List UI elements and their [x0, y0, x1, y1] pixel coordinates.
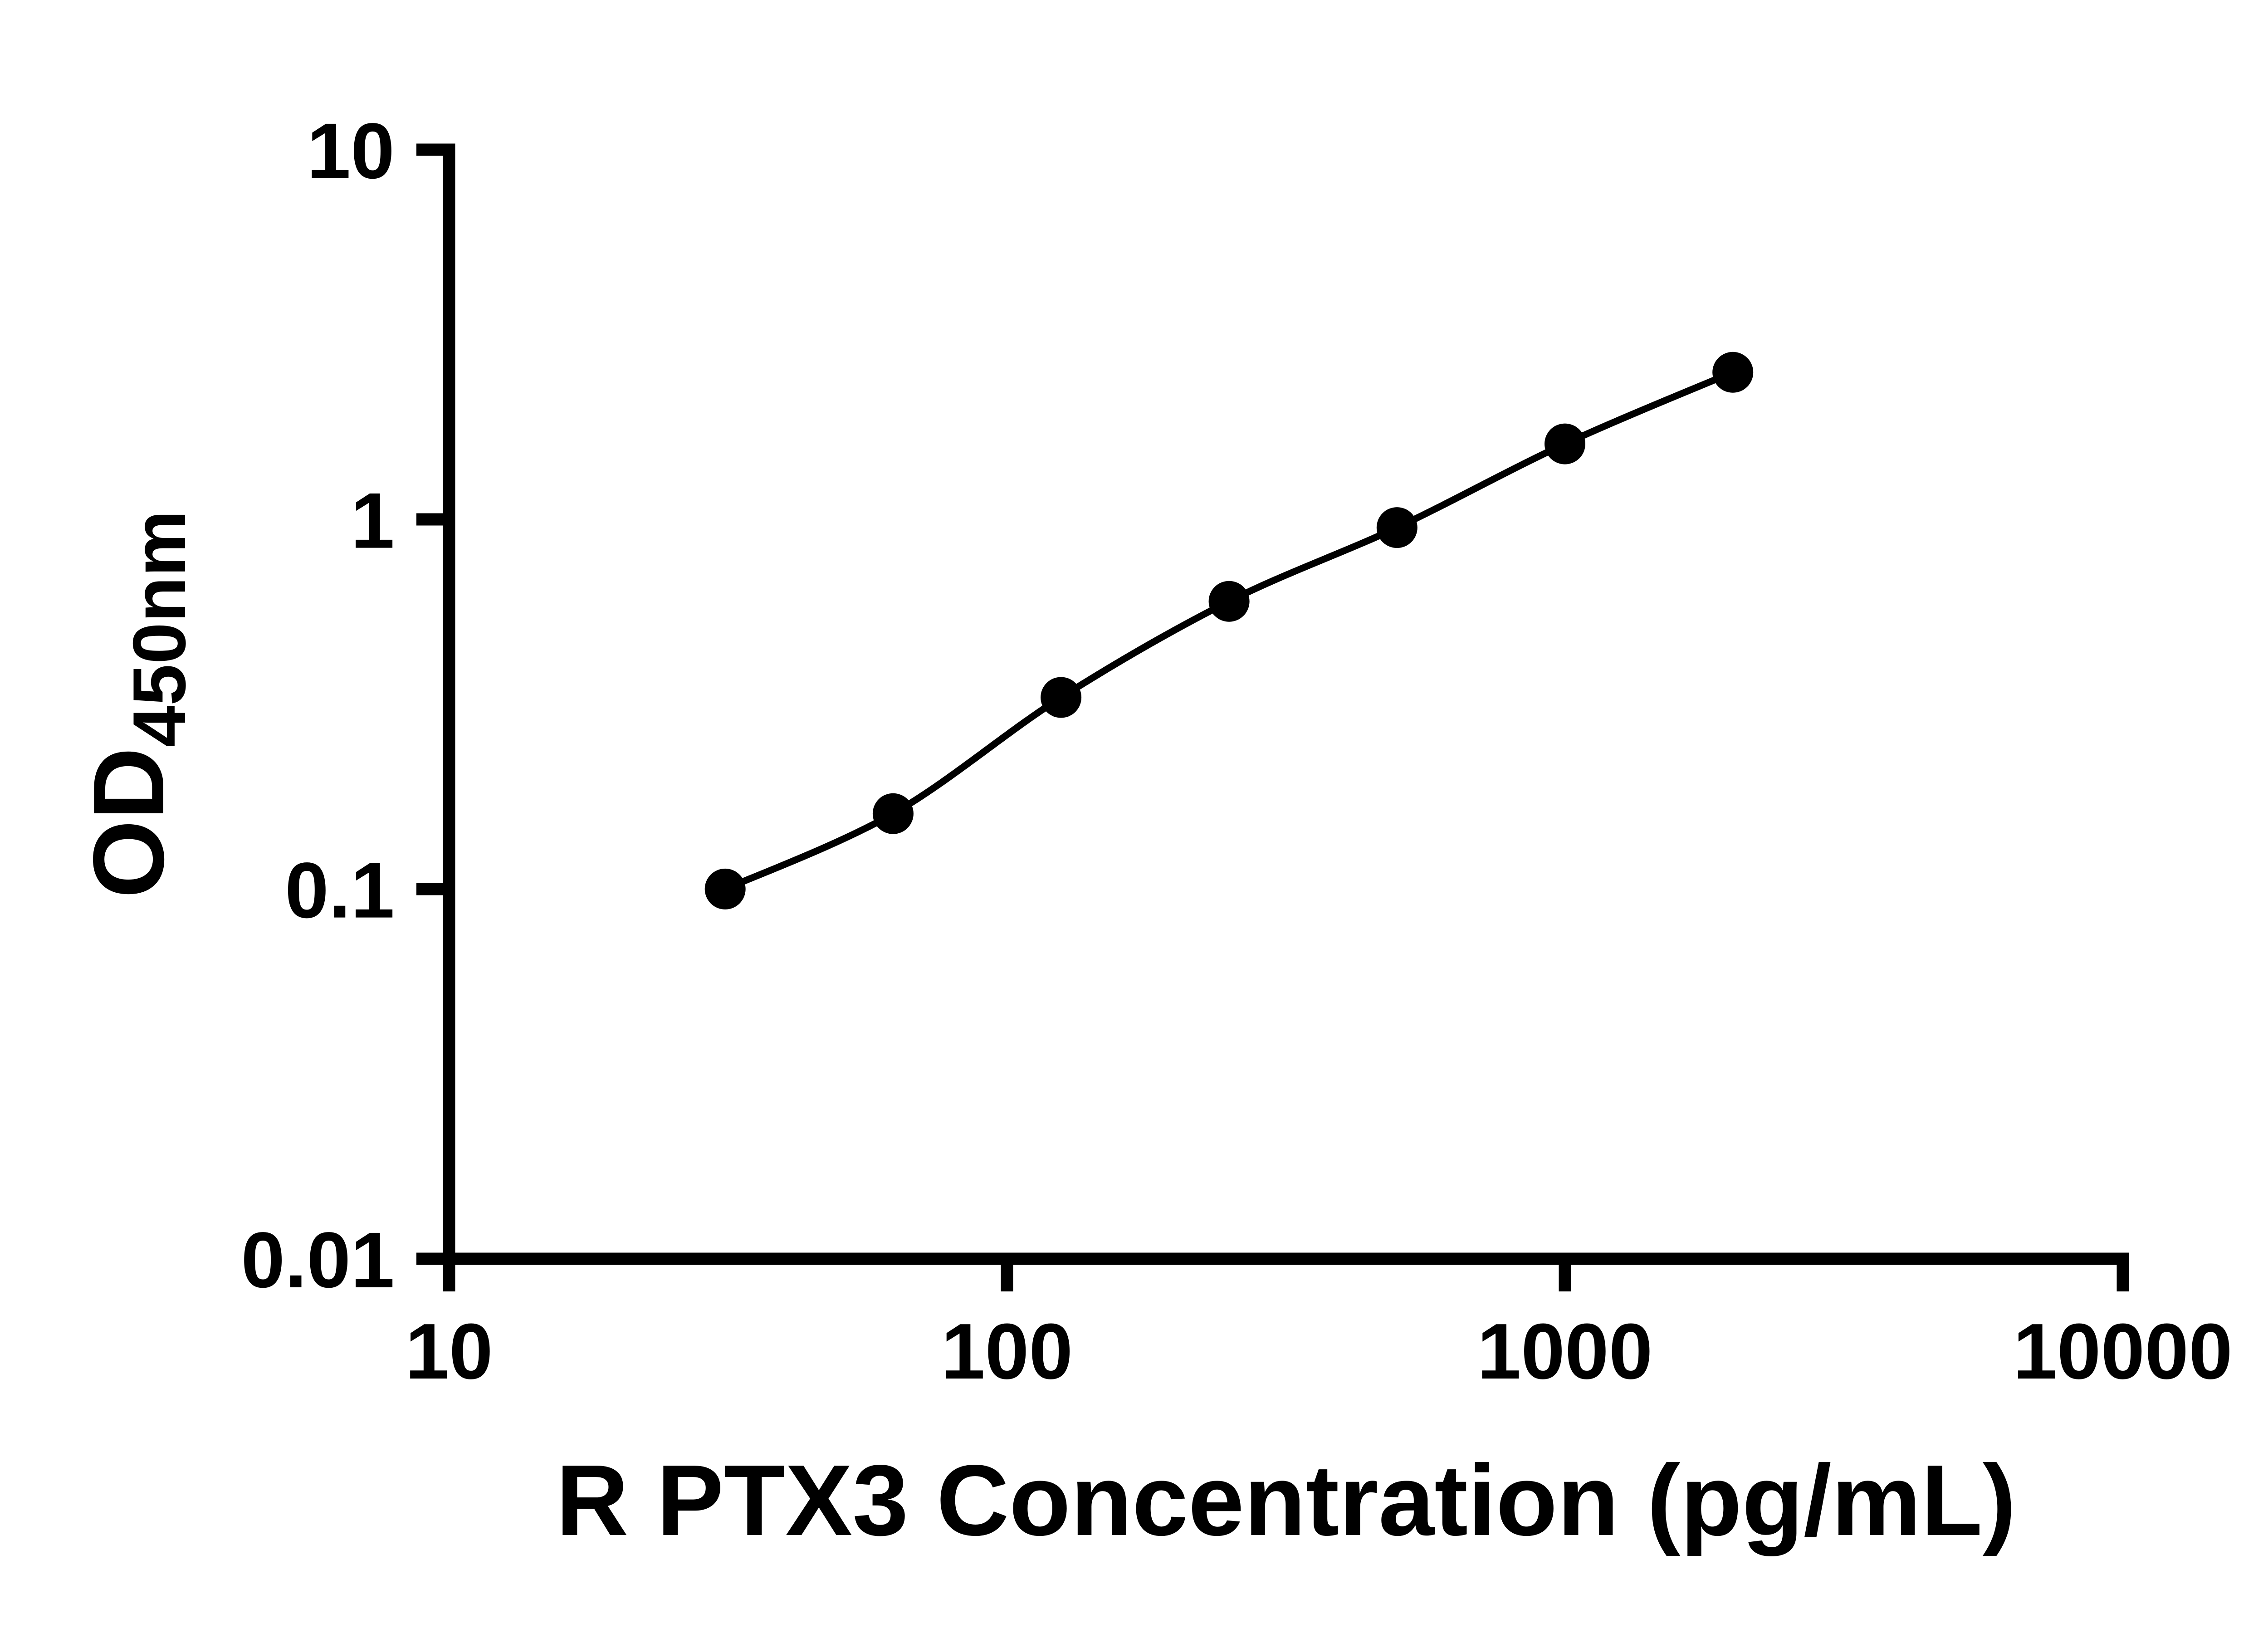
y-axis-title-subscript: 450nm [117, 510, 201, 748]
data-points [704, 352, 1754, 909]
data-point-marker [1208, 581, 1250, 622]
y-axis-ticks: 0.01 0.1 1 10 [241, 107, 449, 1304]
y-tick-label: 0.01 [241, 1216, 395, 1304]
y-axis-title: OD450nm [73, 510, 201, 899]
x-axis-title: R PTX3 Concentration (pg/mL) [556, 1444, 2016, 1557]
x-tick-label: 1000 [1477, 1307, 1652, 1395]
data-point-marker [872, 793, 914, 834]
x-tick-label: 10 [405, 1307, 493, 1395]
x-tick-label: 10000 [2013, 1307, 2233, 1395]
data-point-marker [704, 868, 746, 909]
data-point-marker [1545, 423, 1585, 464]
y-tick-label: 1 [351, 476, 395, 565]
y-tick-label: 0.1 [285, 846, 395, 934]
x-tick-label: 100 [941, 1307, 1073, 1395]
y-axis-title-main: OD [73, 747, 185, 898]
data-point-marker [1041, 677, 1082, 718]
x-axis-ticks: 10 100 1000 10000 [405, 1259, 2233, 1395]
y-tick-label: 10 [307, 107, 395, 195]
data-point-marker [1712, 352, 1754, 393]
axes [437, 143, 2129, 1265]
data-point-marker [1376, 507, 1418, 548]
